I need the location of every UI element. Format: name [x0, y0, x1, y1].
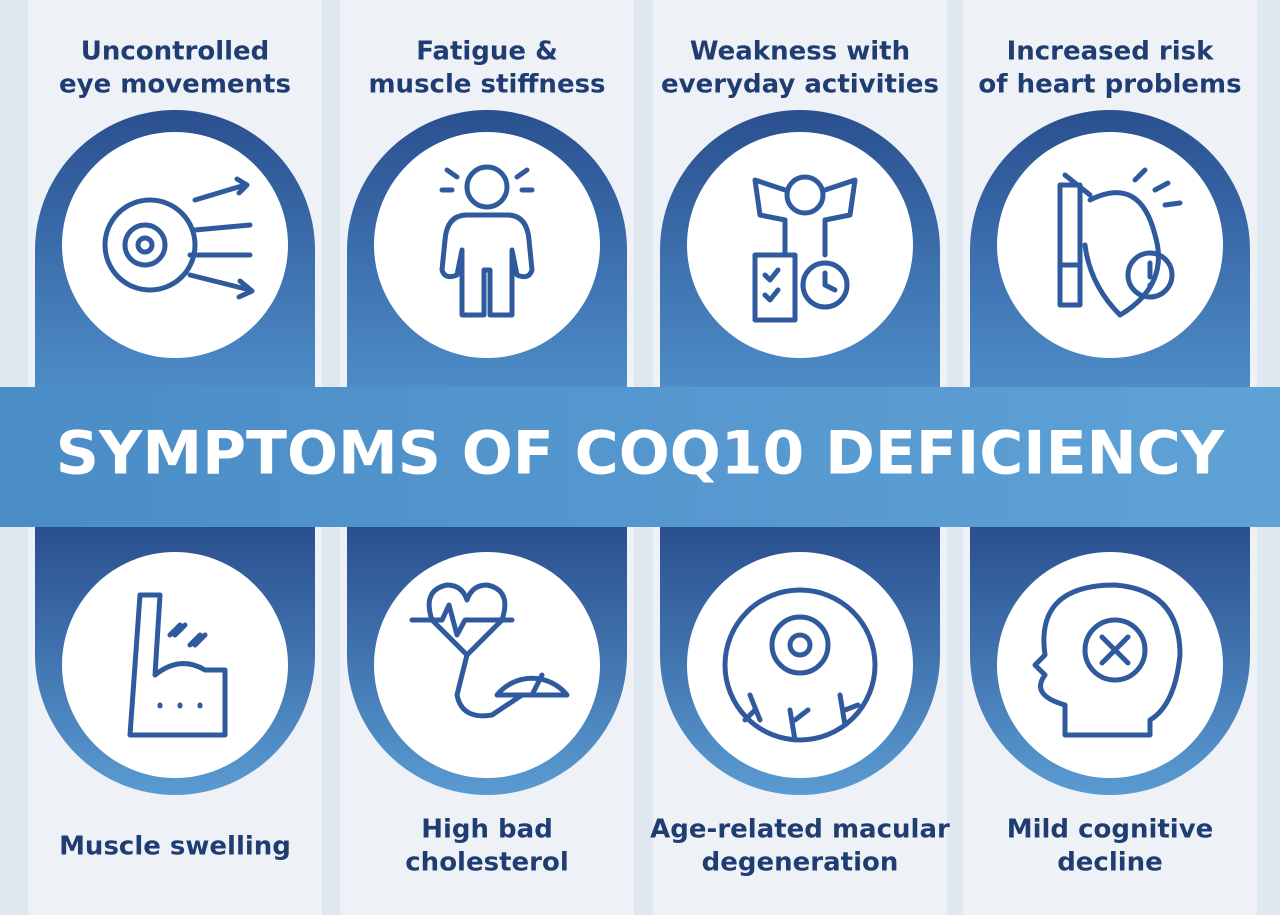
icon-stroke	[102, 197, 198, 293]
icon	[409, 582, 570, 719]
icon-stroke	[787, 632, 813, 658]
label: eye movements	[59, 70, 291, 100]
icon-circle	[687, 132, 913, 358]
icon-stroke	[1057, 172, 1161, 318]
icon-stroke	[752, 177, 858, 323]
icon-stroke	[722, 587, 878, 743]
icon-stroke	[187, 176, 255, 300]
icon-stroke	[769, 614, 831, 676]
icon	[1057, 167, 1183, 318]
icon-stroke	[1099, 634, 1131, 666]
label: everyday activities	[661, 70, 939, 100]
icon-circle	[62, 132, 288, 358]
label: muscle stiffness	[368, 70, 605, 100]
icon	[439, 164, 535, 318]
label: decline	[1057, 848, 1163, 878]
icon-stroke	[122, 222, 168, 268]
label: Fatigue &	[416, 37, 558, 67]
label: Muscle swelling	[59, 832, 291, 862]
label: Mild cognitive	[1007, 815, 1214, 845]
icon	[752, 174, 858, 323]
title: SYMPTOMS OF COQ10 DEFICIENCY	[56, 419, 1226, 489]
label: Uncontrolled	[81, 37, 270, 67]
icon-stroke	[135, 235, 155, 255]
icon-circle	[687, 552, 913, 778]
icon	[102, 176, 255, 300]
label: Weakness with	[690, 37, 910, 67]
icon-stroke	[127, 592, 228, 738]
label: degeneration	[702, 848, 899, 878]
label: Age-related macular	[650, 815, 950, 845]
label: of heart problems	[978, 70, 1241, 100]
icon-stroke	[1125, 250, 1175, 300]
icon-circle	[997, 132, 1223, 358]
title-band	[0, 387, 1280, 527]
icon	[127, 592, 228, 738]
label: High bad	[421, 815, 553, 845]
label: cholesterol	[405, 848, 568, 878]
icon	[1032, 582, 1183, 738]
icon-stroke	[742, 692, 861, 743]
icon-stroke	[1032, 582, 1183, 738]
icon-stroke	[439, 167, 535, 318]
icon-stroke	[409, 582, 570, 719]
icon-stroke	[784, 174, 826, 216]
label: Increased risk	[1007, 37, 1215, 67]
icon-stroke	[1082, 617, 1148, 683]
icon-circle	[374, 132, 600, 358]
icon-stroke	[464, 164, 510, 210]
icon-stroke	[1132, 167, 1183, 289]
icon	[722, 587, 878, 743]
